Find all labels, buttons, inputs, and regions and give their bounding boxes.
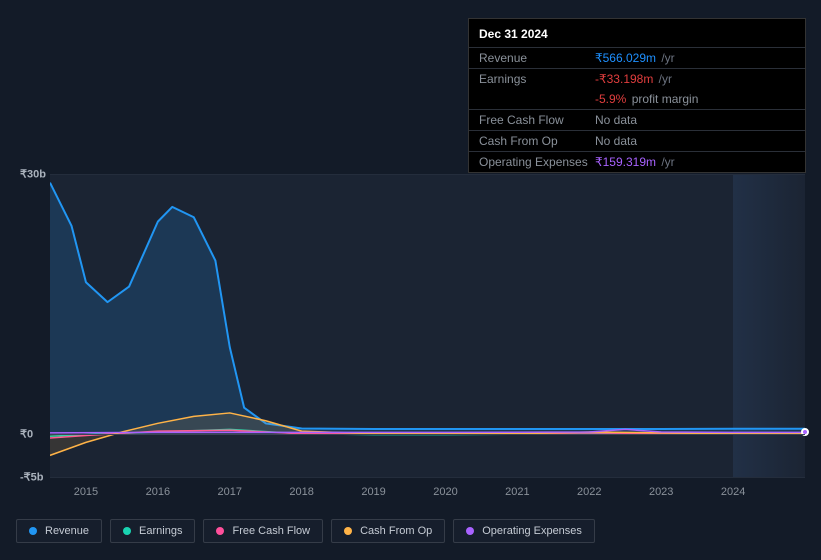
legend-item-cash-from-op[interactable]: Cash From Op [331,519,445,543]
legend-label: Revenue [45,525,89,537]
chart-lines-svg [50,174,805,477]
x-axis-label: 2016 [146,486,170,498]
tooltip-value: -5.9% profit margin [595,92,698,106]
y-axis-label: -₹5b [20,471,44,484]
tooltip-label: Free Cash Flow [479,113,595,127]
x-axis-label: 2019 [361,486,385,498]
x-axis-label: 2022 [577,486,601,498]
legend-item-earnings[interactable]: Earnings [110,519,195,543]
legend-item-operating-expenses[interactable]: Operating Expenses [453,519,595,543]
tooltip-date: Dec 31 2024 [469,23,805,47]
tooltip-row: Cash From OpNo data [469,130,805,151]
tooltip-value: No data [595,134,637,148]
x-axis-label: 2018 [289,486,313,498]
tooltip-label: Cash From Op [479,134,595,148]
y-axis-label: ₹30b [20,168,46,181]
legend-item-revenue[interactable]: Revenue [16,519,102,543]
legend-item-free-cash-flow[interactable]: Free Cash Flow [203,519,323,543]
tooltip-value: ₹566.029m /yr [595,51,675,65]
tooltip-row: Earnings-₹33.198m /yr [469,68,805,89]
tooltip-label: Earnings [479,72,595,86]
legend-dot-icon [216,527,224,535]
legend-label: Operating Expenses [482,525,582,537]
legend-label: Cash From Op [360,525,432,537]
chart-legend: Revenue Earnings Free Cash Flow Cash From O… [16,519,595,543]
x-axis-label: 2015 [74,486,98,498]
gridline [50,174,805,175]
tooltip-row: Revenue₹566.029m /yr [469,47,805,68]
tooltip-label: Revenue [479,51,595,65]
x-axis-label: 2020 [433,486,457,498]
data-tooltip: Dec 31 2024 Revenue₹566.029m /yrEarnings… [468,18,806,173]
tooltip-rows: Revenue₹566.029m /yrEarnings-₹33.198m /y… [469,47,805,172]
gridline [50,477,805,478]
hover-marker [801,428,809,436]
legend-dot-icon [29,527,37,535]
x-axis-label: 2024 [721,486,745,498]
tooltip-row: -5.9% profit margin [469,89,805,109]
legend-dot-icon [344,527,352,535]
x-axis-label: 2021 [505,486,529,498]
tooltip-row: Free Cash FlowNo data [469,109,805,130]
tooltip-value: No data [595,113,637,127]
legend-dot-icon [123,527,131,535]
series-area-revenue [50,183,805,434]
legend-label: Earnings [139,525,182,537]
y-axis-label: ₹0 [20,427,33,440]
legend-label: Free Cash Flow [232,525,310,537]
financials-chart[interactable]: ₹30b₹0-₹5b 20152016201720182019202020212… [16,160,805,490]
tooltip-label [479,92,595,106]
tooltip-value: -₹33.198m /yr [595,72,672,86]
zero-gridline [50,434,805,435]
x-axis-label: 2017 [218,486,242,498]
x-axis-label: 2023 [649,486,673,498]
legend-dot-icon [466,527,474,535]
